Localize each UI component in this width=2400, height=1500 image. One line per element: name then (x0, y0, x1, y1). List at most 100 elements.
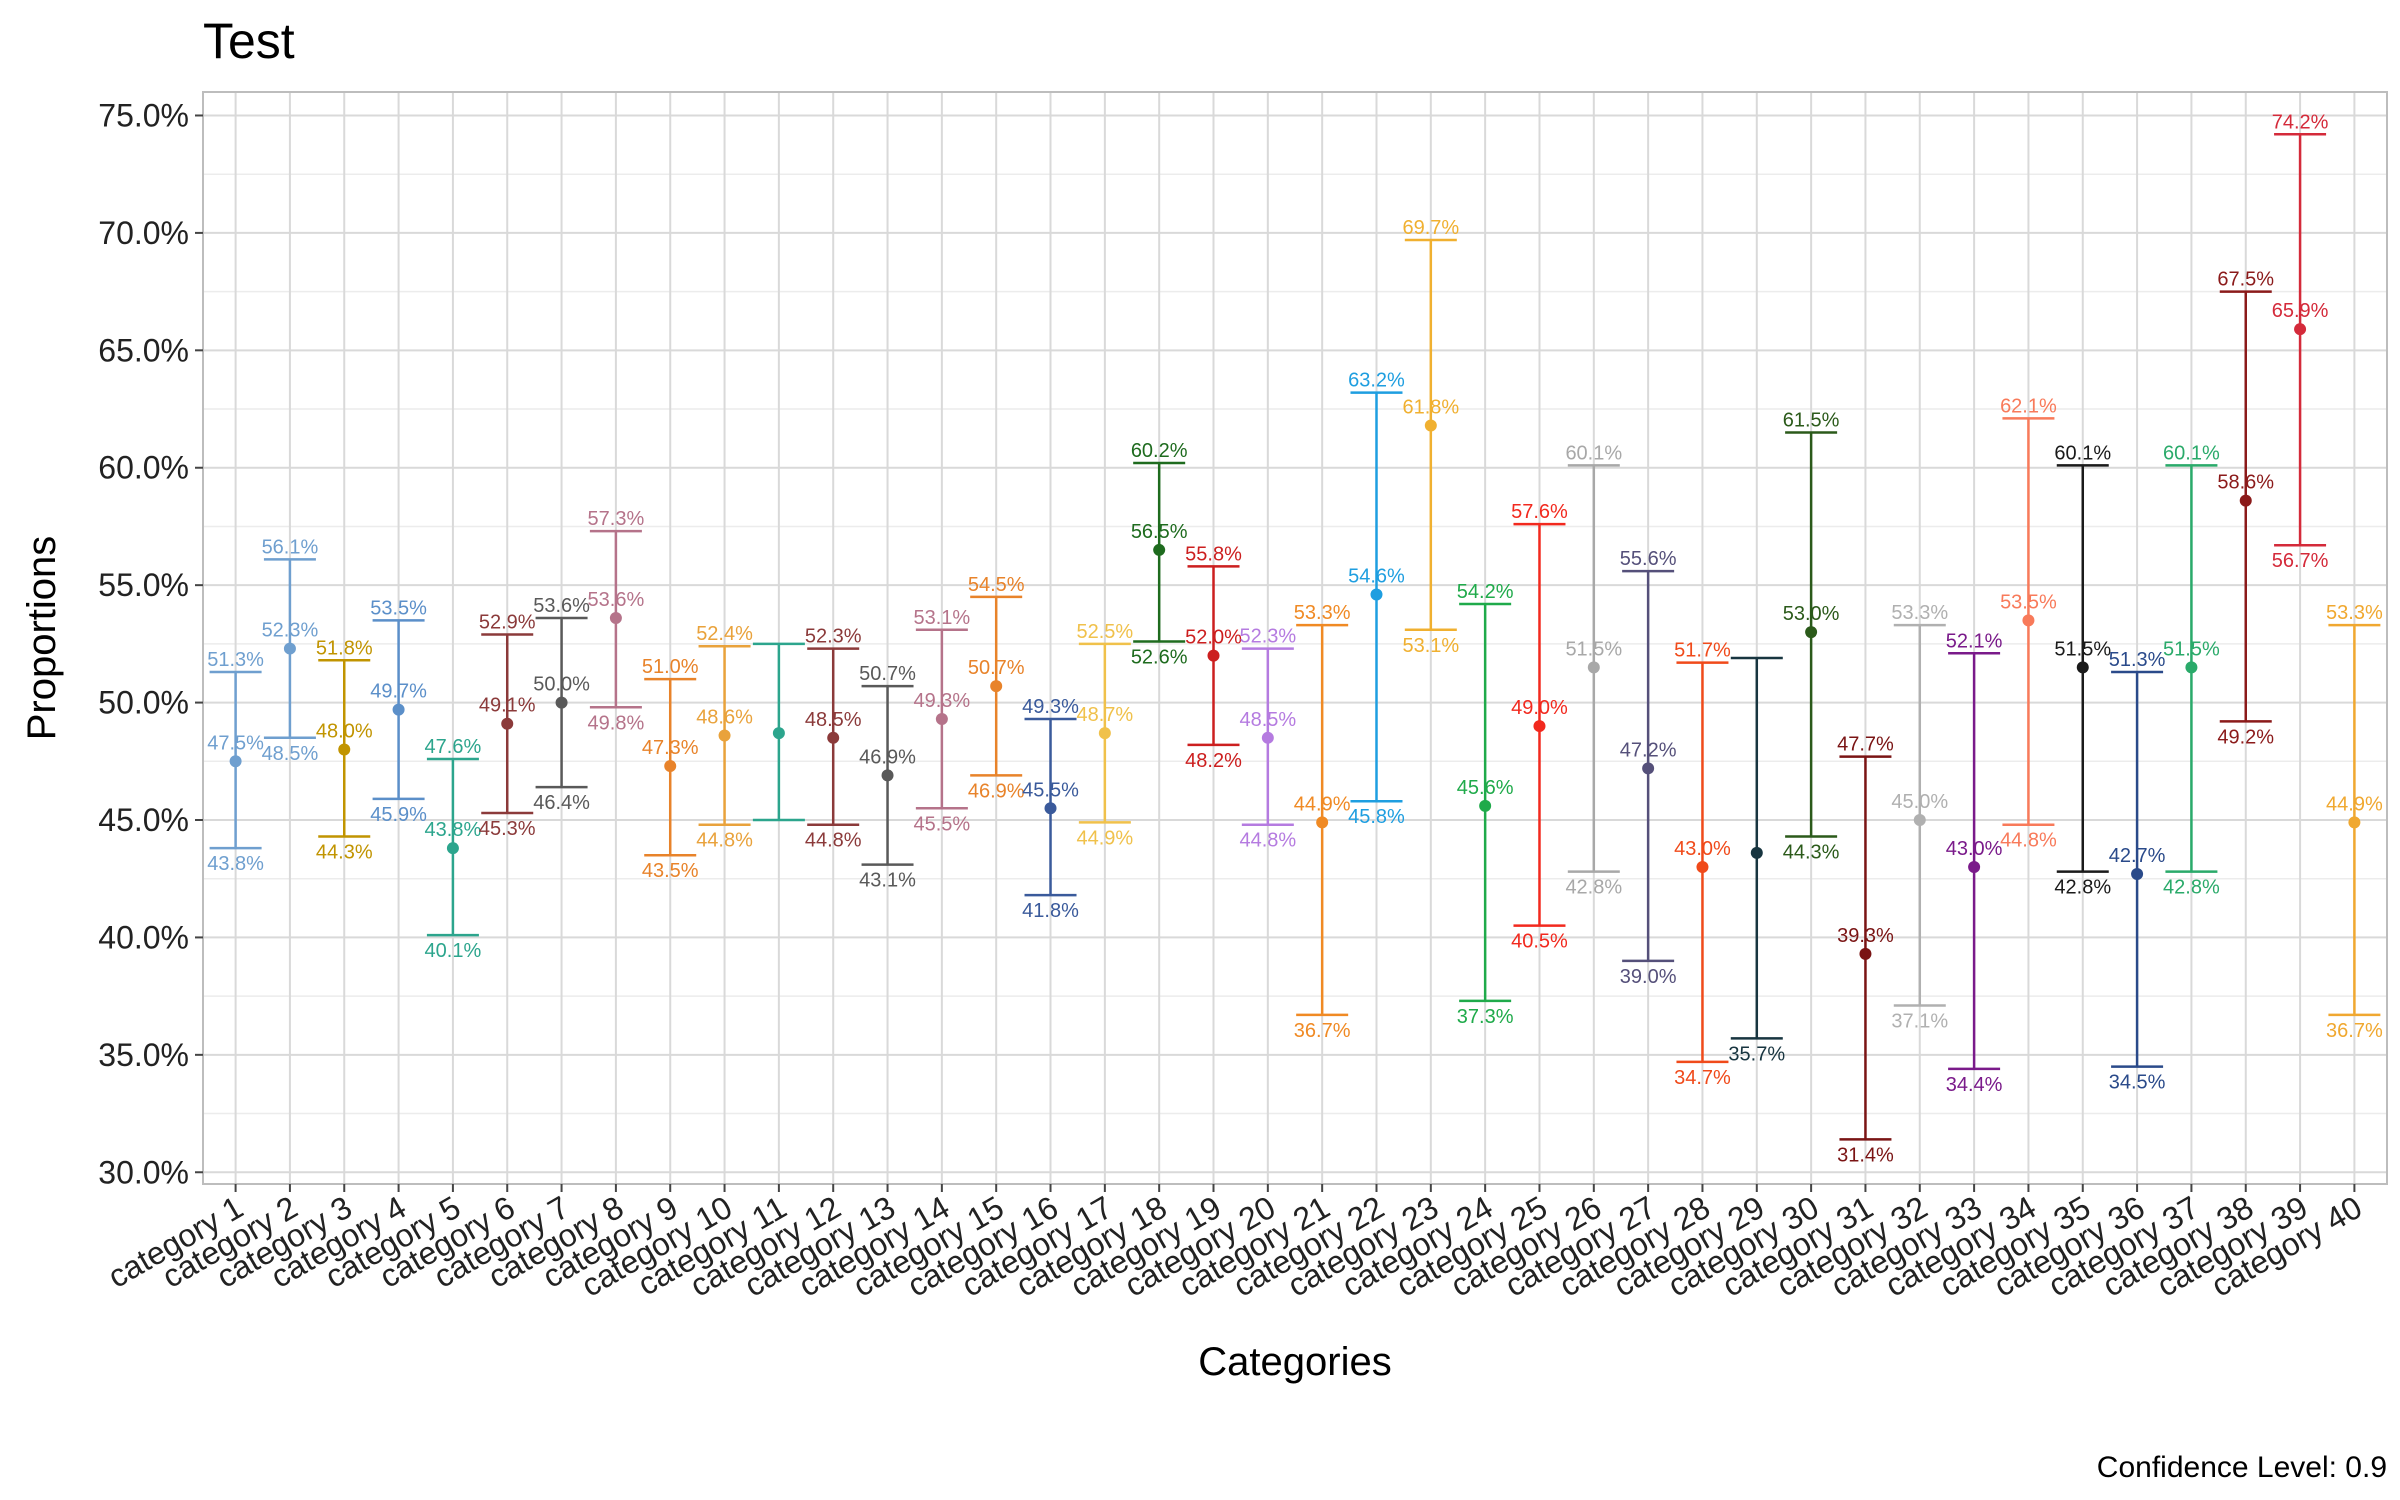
upper-bound-label: 60.2% (1131, 440, 1188, 462)
upper-bound-label: 55.6% (1620, 548, 1677, 570)
lower-bound-label: 45.8% (1348, 806, 1405, 828)
estimate-label: 48.5% (1239, 709, 1296, 731)
lower-bound-label: 37.3% (1457, 1006, 1514, 1028)
estimate-point (2076, 661, 2089, 674)
upper-bound-label: 52.3% (805, 626, 862, 648)
estimate-point (501, 717, 514, 730)
y-tick-label: 35.0% (98, 1037, 189, 1073)
grid-minor (203, 173, 2387, 1115)
estimate-label: 50.7% (968, 657, 1025, 679)
estimate-label: 48.5% (805, 709, 862, 731)
estimate-label: 43.0% (1674, 838, 1731, 860)
y-tick-label: 60.0% (98, 450, 189, 486)
y-tick-label: 55.0% (98, 567, 189, 603)
estimate-label: 39.3% (1837, 925, 1894, 947)
upper-bound-label: 53.3% (1294, 602, 1351, 624)
upper-bound-label: 60.1% (1565, 442, 1622, 464)
estimate-point (392, 703, 405, 716)
upper-bound-label: 49.3% (1022, 696, 1079, 718)
estimate-label: 49.1% (479, 695, 536, 717)
upper-bound-label: 53.6% (533, 595, 590, 617)
lower-bound-label: 34.4% (1946, 1074, 2003, 1096)
estimate-point (1098, 727, 1111, 740)
estimate-point (990, 680, 1003, 693)
y-tick-label: 45.0% (98, 802, 189, 838)
y-tick-label: 40.0% (98, 919, 189, 955)
estimate-point (935, 713, 948, 726)
upper-bound-label: 53.1% (914, 607, 971, 629)
estimate-point (1044, 802, 1057, 815)
lower-bound-label: 42.8% (1565, 877, 1622, 899)
estimate-point (1261, 731, 1274, 744)
estimate-point (1968, 860, 1981, 873)
estimate-point (2348, 816, 2361, 829)
upper-bound-label: 57.3% (588, 508, 645, 530)
estimate-point (664, 759, 677, 772)
lower-bound-label: 42.8% (2054, 877, 2111, 899)
estimate-label: 44.9% (1294, 793, 1351, 815)
lower-bound-label: 34.7% (1674, 1067, 1731, 1089)
y-tick-label: 50.0% (98, 685, 189, 721)
y-tick-label: 75.0% (98, 97, 189, 133)
estimate-point (1533, 720, 1546, 733)
estimate-label: 44.9% (2326, 793, 2383, 815)
estimate-label: 53.0% (1783, 603, 1840, 625)
lower-bound-label: 46.4% (533, 792, 590, 814)
upper-bound-label: 52.9% (479, 611, 536, 633)
lower-bound-label: 46.9% (968, 780, 1025, 802)
estimate-point (1479, 799, 1492, 812)
estimate-label: 51.5% (2054, 638, 2111, 660)
lower-bound-label: 36.7% (2326, 1020, 2383, 1042)
estimate-point (609, 612, 622, 625)
estimate-label: 48.0% (316, 721, 373, 743)
y-axis: 30.0% 35.0% 40.0% 45.0% 50.0% 55.0% 60.0% 65.0%… (98, 97, 203, 1190)
y-tick-label: 70.0% (98, 215, 189, 251)
upper-bound-label: 50.7% (859, 663, 916, 685)
upper-bound-label: 62.1% (2000, 395, 2057, 417)
lower-bound-label: 45.9% (370, 804, 427, 826)
lower-bound-label: 45.5% (914, 813, 971, 835)
upper-bound-label: 53.3% (2326, 602, 2383, 624)
estimate-point (2294, 323, 2307, 336)
lower-bound-label: 43.8% (207, 853, 264, 875)
lower-bound-label: 40.1% (425, 940, 482, 962)
chart-caption: Confidence Level: 0.9 (2097, 1451, 2387, 1484)
upper-bound-label: 74.2% (2272, 111, 2329, 133)
estimate-point (1696, 860, 1709, 873)
estimate-point (1859, 947, 1872, 960)
estimate-point (2239, 494, 2252, 507)
estimate-label: 45.0% (1891, 791, 1948, 813)
lower-bound-label: 41.8% (1022, 900, 1079, 922)
lower-bound-label: 44.8% (805, 830, 862, 852)
estimate-point (881, 769, 894, 782)
lower-bound-label: 36.7% (1294, 1020, 1351, 1042)
chart-title: Test (203, 13, 295, 69)
upper-bound-label: 51.8% (316, 637, 373, 659)
lower-bound-label: 49.8% (588, 712, 645, 734)
estimate-label: 52.3% (262, 620, 319, 642)
lower-bound-label: 43.5% (642, 860, 699, 882)
estimate-label: 46.9% (859, 746, 916, 768)
data-labels: 51.3% 47.5% 43.8% 56.1% 52.3% 48.5% 51.8% 48.0%… (207, 111, 2383, 1166)
upper-bound-label: 53.5% (370, 597, 427, 619)
upper-bound-label: 51.0% (642, 656, 699, 678)
lower-bound-label: 44.8% (1239, 830, 1296, 852)
upper-bound-label: 52.1% (1946, 630, 2003, 652)
estimate-point (772, 727, 785, 740)
estimate-label: 50.0% (533, 674, 590, 696)
upper-bound-label: 60.1% (2054, 442, 2111, 464)
estimate-label: 48.7% (1076, 704, 1133, 726)
lower-bound-label: 39.0% (1620, 966, 1677, 988)
estimate-label: 51.5% (1565, 638, 1622, 660)
estimate-point (338, 743, 351, 756)
upper-bound-label: 51.7% (1674, 640, 1731, 662)
estimate-label: 65.9% (2272, 300, 2329, 322)
upper-bound-label: 55.8% (1185, 543, 1242, 565)
estimate-label: 49.0% (1511, 697, 1568, 719)
estimate-point (1805, 626, 1818, 639)
estimate-point (1370, 588, 1383, 601)
estimate-point (1424, 419, 1437, 432)
estimate-label: 49.3% (914, 690, 971, 712)
estimate-label: 49.7% (370, 681, 427, 703)
